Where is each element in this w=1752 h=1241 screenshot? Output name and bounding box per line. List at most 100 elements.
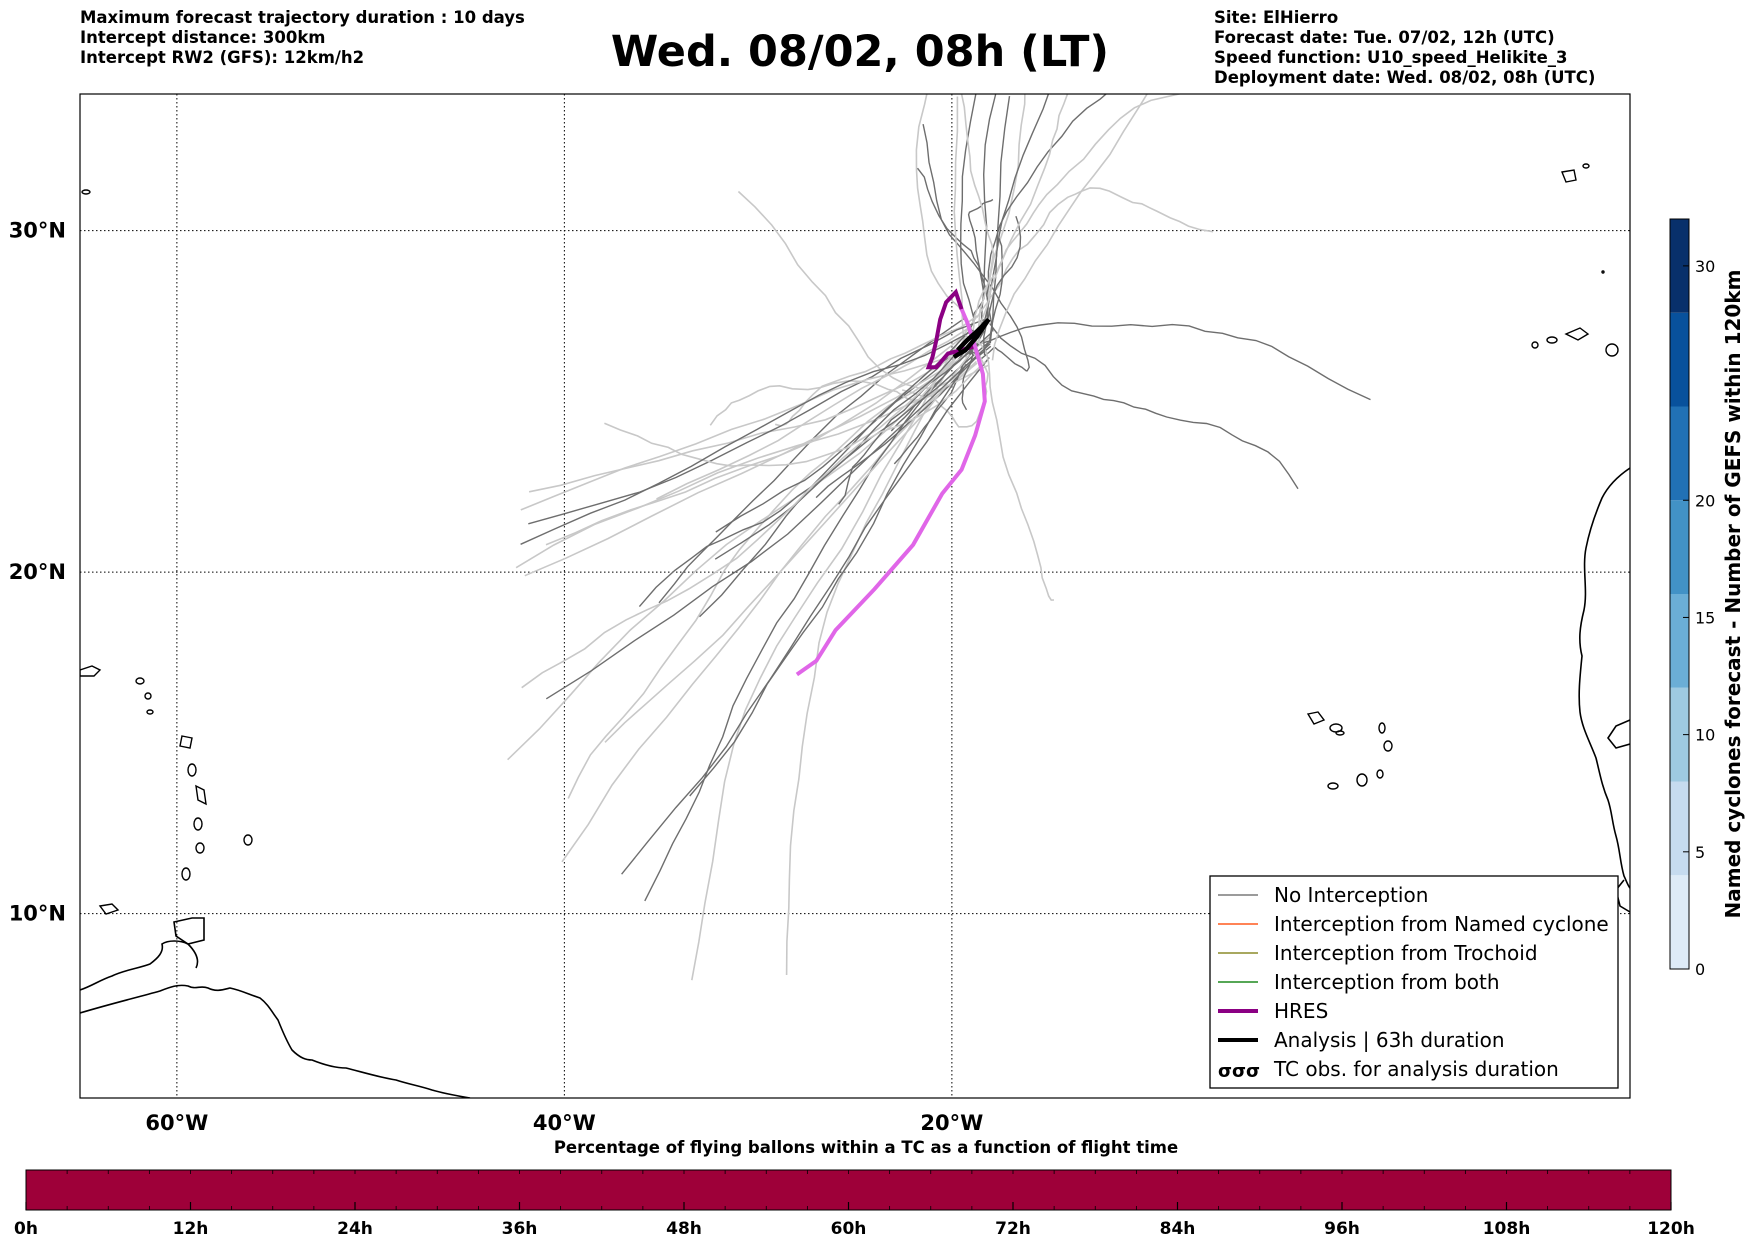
longitude-tick-labels: 60°W 40°W 20°W: [145, 1111, 983, 1135]
hres-trajectory: [795, 308, 987, 677]
island-antilles-8: [144, 692, 152, 700]
colorbar-tick-label: 20: [1695, 491, 1715, 510]
ensemble-trajectory: [658, 317, 965, 604]
percentage-tick-label: 120h: [1647, 1219, 1695, 1239]
ensemble-trajectory: [991, 94, 1149, 361]
info-intercept-rw2: Intercept RW2 (GFS): 12km/h2: [80, 48, 365, 67]
map-frame: [79, 93, 1631, 1099]
ensemble-trajectory: [785, 332, 968, 976]
lat-tick-label: 10°N: [9, 902, 66, 926]
colorbar-tick-label: 30: [1695, 257, 1715, 276]
colorbar-frame: [1669, 218, 1690, 970]
ensemble-trajectory: [986, 94, 1108, 324]
ensemble-trajectory: [691, 316, 977, 981]
lon-tick-label: 60°W: [145, 1111, 208, 1135]
ensemble-trajectory: [838, 347, 974, 505]
ensemble-trajectory: [966, 322, 1371, 401]
coastline-africa-west: [1607, 719, 1630, 749]
percentage-tick-label: 60h: [831, 1219, 867, 1239]
ensemble-trajectory: [520, 329, 974, 545]
ensemble-trajectory: [989, 323, 1299, 490]
coastline-caribbean-coast: [80, 940, 199, 991]
island-puerto-rico: [80, 665, 102, 677]
ensemble-trajectory: [976, 187, 1214, 318]
colorbar-segment: [1670, 781, 1689, 876]
info-forecast-date: Forecast date: Tue. 07/02, 12h (UTC): [1214, 28, 1555, 47]
named-cyclone-colorbar: 0 5 10 15 20 30 Named cyclones forecast - Num…: [1669, 218, 1745, 979]
colorbar-tick-label: 15: [1695, 608, 1715, 627]
colorbar-tick-label: 0: [1695, 960, 1705, 979]
ensemble-trajectory: [545, 329, 972, 546]
legend-label: Interception from Trochoid: [1274, 941, 1538, 965]
island-cape-verde-7: [1376, 769, 1384, 779]
island-cape-small: [1601, 270, 1605, 274]
island-antilles-9: [146, 709, 154, 715]
run-info-left: Maximum forecast trajectory duration : 1…: [80, 8, 525, 68]
ensemble-trajectory: [528, 346, 968, 493]
ensemble-trajectory: [915, 94, 974, 333]
legend-label: Interception from both: [1274, 970, 1500, 994]
page-title: Wed. 08/02, 08h (LT): [610, 27, 1110, 77]
ensemble-trajectory: [963, 333, 1055, 601]
ensemble-trajectory: [520, 346, 972, 511]
info-deployment-date: Deployment date: Wed. 08/02, 08h (UTC): [1214, 68, 1596, 87]
colorbar-label: Named cyclones forecast - Number of GEFS…: [1721, 270, 1745, 919]
island-antilles-2: [187, 763, 197, 777]
percentage-tick-label: 24h: [337, 1219, 373, 1239]
island-canary-3: [1546, 336, 1558, 344]
map-gridlines: [80, 94, 1630, 1098]
ensemble-trajectory: [960, 94, 995, 344]
ensemble-trajectory: [699, 328, 973, 618]
ensemble-trajectory: [621, 357, 990, 875]
hres-trajectory-start: [925, 288, 974, 370]
tc-symbol-icon: σσσ: [1218, 1061, 1260, 1082]
ensemble-trajectory: [689, 363, 967, 797]
lat-tick-label: 20°N: [9, 560, 66, 584]
island-antilles-7: [243, 834, 253, 846]
lat-tick-label: 30°N: [9, 219, 66, 243]
coastline-trinidad: [173, 917, 205, 945]
island-antilles-4: [193, 817, 203, 831]
island-cape-verde-6: [1356, 773, 1368, 787]
colorbar-segment: [1670, 219, 1689, 313]
ensemble-trajectory: [545, 343, 991, 700]
latitude-tick-labels: 30°N 20°N 10°N: [9, 219, 66, 926]
ensemble-trajectory: [971, 94, 1183, 357]
ensemble-trajectory: [922, 123, 1030, 372]
percentage-tick-label: 36h: [502, 1219, 538, 1239]
info-site: Site: ElHierro: [1214, 8, 1339, 27]
analysis-trajectory: [952, 317, 991, 359]
island-canary-1: [1605, 343, 1619, 357]
islands: [80, 163, 1619, 915]
percentage-bar: Percentage of flying ballons within a TC…: [14, 1138, 1695, 1239]
info-speed-function: Speed function: U10_speed_Helikite_3: [1214, 48, 1568, 67]
legend-box: [1209, 875, 1619, 1089]
island-cape-verde-5: [1383, 740, 1393, 752]
colorbar-segment: [1670, 687, 1689, 782]
ensemble-trajectory: [604, 339, 981, 467]
ensemble-trajectories: [507, 94, 1371, 981]
island-cape-verde-3: [1335, 730, 1345, 736]
island-canary-2: [1564, 327, 1590, 341]
colorbar-segment: [1670, 875, 1689, 969]
island-antilles-1: [179, 735, 193, 749]
ensemble-trajectory: [978, 94, 1069, 328]
ensemble-trajectory: [961, 347, 974, 411]
percentage-tick-label: 12h: [173, 1219, 209, 1239]
island-tobago: [98, 903, 120, 915]
island-madeira-2: [1582, 163, 1590, 169]
colorbar-segment: [1670, 594, 1689, 688]
percentage-tick-label: 48h: [666, 1219, 702, 1239]
percentage-bar-title: Percentage of flying ballons within a TC…: [554, 1138, 1178, 1157]
run-info-right: Site: ElHierro Forecast date: Tue. 07/02…: [1214, 8, 1595, 88]
colorbar-segment: [1670, 312, 1689, 407]
ensemble-trajectory: [604, 354, 970, 743]
island-antilles-6: [181, 867, 191, 881]
info-intercept-distance: Intercept distance: 300km: [80, 28, 326, 47]
colorbar-segment: [1670, 500, 1689, 594]
coastline-south-america: [80, 984, 471, 1098]
lon-tick-label: 40°W: [533, 1111, 596, 1135]
legend-label: Interception from Named cyclone: [1274, 912, 1609, 936]
island-antilles-3: [195, 784, 207, 806]
